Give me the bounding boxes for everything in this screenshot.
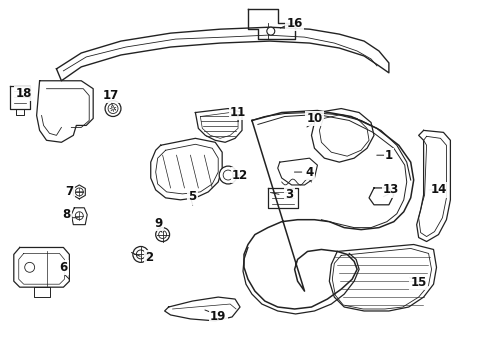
Text: 15: 15 [411,276,427,289]
Text: 8: 8 [62,208,71,221]
Circle shape [156,228,170,242]
Text: 13: 13 [383,184,399,197]
Circle shape [223,170,233,180]
Text: 19: 19 [210,310,226,323]
Circle shape [24,262,35,272]
Text: 6: 6 [59,261,68,274]
Circle shape [108,104,118,113]
Text: 2: 2 [145,251,153,264]
Text: 10: 10 [306,112,322,125]
Text: 18: 18 [16,87,32,100]
Text: 3: 3 [286,188,294,201]
Circle shape [75,212,83,220]
Text: 11: 11 [230,106,246,119]
Circle shape [105,100,121,117]
Circle shape [75,188,83,196]
Circle shape [267,27,275,35]
Circle shape [133,247,149,262]
Text: 9: 9 [154,217,163,230]
Text: 16: 16 [287,17,303,30]
Text: 4: 4 [305,166,314,179]
Circle shape [159,231,167,239]
Circle shape [219,166,237,184]
Text: 1: 1 [385,149,393,162]
Text: 5: 5 [188,190,196,203]
Text: 14: 14 [430,184,447,197]
Circle shape [136,250,145,259]
Text: 17: 17 [103,89,119,102]
Text: 12: 12 [232,168,248,181]
Text: 7: 7 [65,185,74,198]
